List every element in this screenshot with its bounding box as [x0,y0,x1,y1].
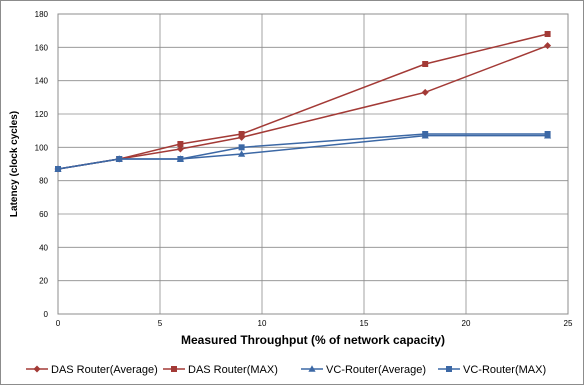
data-point [544,42,552,50]
y-tick-label: 40 [39,243,48,252]
y-tick-label: 100 [35,143,49,152]
legend-marker [171,366,177,372]
data-point [177,141,184,147]
x-tick-labels: 0 5 10 15 20 25 [56,319,573,328]
data-point [238,150,246,157]
legend-label: DAS Router(MAX) [188,364,278,376]
data-point [238,144,245,151]
data-point [55,166,61,172]
data-point [238,131,245,137]
legend-item-4: VC-Router(MAX) [438,364,546,376]
y-tick-label: 160 [35,43,49,52]
legend-label: DAS Router(Average) [51,364,158,376]
legend-marker [446,366,452,372]
legend-label: VC-Router(MAX) [463,364,546,376]
y-tick-label: 180 [35,10,49,19]
y-tick-label: 60 [39,210,48,219]
data-point [422,61,429,67]
data-point [421,88,429,96]
data-point [422,131,429,137]
y-tick-label: 80 [39,177,48,186]
legend-label: VC-Router(Average) [326,364,426,376]
data-point [116,156,123,162]
legend-item-2: DAS Router(MAX) [163,364,278,376]
series-4 [55,131,551,172]
y-tick-labels: 0 20 40 60 80 100 120 140 160 180 [35,10,49,319]
data-series [54,31,552,173]
legend-marker [308,365,316,372]
x-tick-label: 10 [258,319,267,328]
legend-item-1: DAS Router(Average) [26,364,158,376]
x-tick-label: 5 [158,319,163,328]
data-point [177,156,184,162]
x-tick-label: 25 [564,319,573,328]
legend-item-3: VC-Router(Average) [301,364,426,376]
data-point [544,31,551,37]
y-tick-label: 140 [35,77,49,86]
y-tick-label: 20 [39,277,48,286]
series-line [57,133,548,170]
data-point [176,145,184,153]
y-tick-label: 0 [44,310,49,319]
y-tick-label: 120 [35,110,49,119]
x-tick-label: 20 [462,319,471,328]
legend-marker [33,365,41,373]
legend: DAS Router(Average) DAS Router(MAX) VC-Rou… [26,364,546,376]
x-tick-label: 0 [56,319,61,328]
x-axis-title: Measured Throughput (% of network capaci… [181,333,445,347]
x-tick-label: 15 [360,319,369,328]
data-point [544,131,551,137]
y-axis-title: Latency (clock cycles) [9,111,20,217]
plot-area [57,13,569,315]
